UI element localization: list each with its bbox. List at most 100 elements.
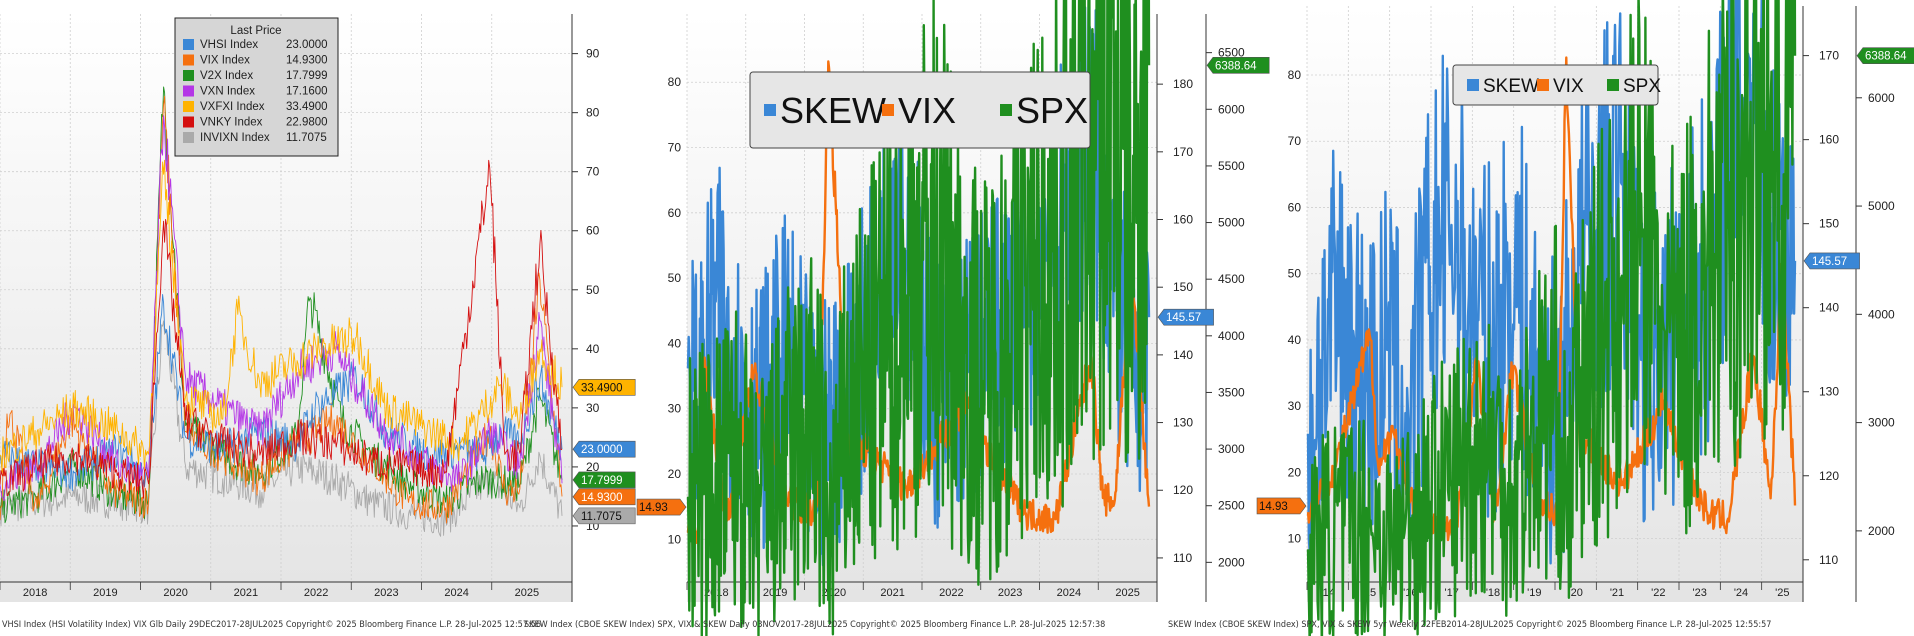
panel-1-legend: Last Price VHSI Index 23.0000 VIX Index 14.9… xyxy=(174,17,339,157)
series-spx xyxy=(1306,0,1797,636)
panel-3-skew-vix-spx: 10 20 30 40 50 60 70 80 110 120 130 140 150 160 170 200… xyxy=(1256,0,1914,636)
mid-y-tick-label: 110 xyxy=(1819,553,1838,567)
last-tag-skew: 145.57 xyxy=(1157,308,1214,326)
panel-1-x-tick-label: 2018 xyxy=(23,587,47,599)
legend-label: INVIXN Index xyxy=(200,132,270,144)
panel-2-x-tick-label: 2022 xyxy=(939,587,963,599)
legend-swatch xyxy=(1607,79,1619,91)
legend-swatch xyxy=(183,101,194,112)
left-y-tick-label: 60 xyxy=(668,206,682,220)
legend-value: 33.4900 xyxy=(286,101,328,113)
legend-label: SPX xyxy=(1623,76,1661,97)
left-y-tick-label: 70 xyxy=(668,141,682,155)
left-y-tick-label: 20 xyxy=(1288,465,1302,479)
panel-2-x-tick-label: 2024 xyxy=(1057,587,1081,599)
left-y-tick-label: 40 xyxy=(1288,333,1302,347)
legend-label: SKEW xyxy=(780,90,886,131)
mid-y-tick-label: 130 xyxy=(1819,385,1839,399)
panel-1-last-tag-vhsi: 23.0000 xyxy=(572,440,636,458)
panel-1-y-tick-label: 90 xyxy=(586,47,600,61)
panel-2-x-tick-label: 2025 xyxy=(1115,587,1139,599)
last-tag-skew-text: 145.57 xyxy=(1812,256,1847,268)
last-tag-skew: 145.57 xyxy=(1803,252,1860,270)
panel-2-x-tick-label: 2023 xyxy=(998,587,1022,599)
footer-panel-1: VHSI Index (HSI Volatility Index) VIX Gl… xyxy=(2,620,541,630)
panel-3-x-tick-label: '23 xyxy=(1692,587,1706,599)
panel-1-y-tick-label: 20 xyxy=(586,460,600,474)
panel-1-series-vxfxi xyxy=(0,159,563,473)
legend-swatch xyxy=(183,70,194,81)
panel-1-last-tag-vhsi-text: 23.0000 xyxy=(581,444,623,456)
legend-label: VXFXI Index xyxy=(200,101,265,113)
legend-swatch xyxy=(764,104,776,116)
left-y-tick-label: 30 xyxy=(1288,399,1302,413)
legend-value: 17.7999 xyxy=(286,70,328,82)
panel-3-x-tick-label: '20 xyxy=(1568,587,1582,599)
panel-1-y-tick-label: 30 xyxy=(586,401,600,415)
panel-3-x-tick-label: '17 xyxy=(1444,587,1458,599)
panel-1-last-tag-invixn-text: 11.7075 xyxy=(581,511,622,523)
legend-label: VXN Index xyxy=(200,86,255,98)
left-y-tick-label: 50 xyxy=(668,271,682,285)
panel-1-x-tick-label: 2019 xyxy=(93,587,117,599)
panel-3-x-tick-label: '18 xyxy=(1486,587,1500,599)
panel-2-legend: SKEW VIX SPX xyxy=(749,71,1091,149)
mid-y-tick-label: 150 xyxy=(1173,280,1193,294)
legend-title: Last Price xyxy=(230,25,281,37)
mid-y-tick-label: 120 xyxy=(1173,483,1193,497)
right-y-tick-label: 2000 xyxy=(1218,555,1245,569)
legend-swatch xyxy=(882,104,894,116)
panel-1-x-tick-label: 2021 xyxy=(234,587,258,599)
last-tag-spx: 6388.64 xyxy=(1206,56,1270,74)
legend-swatch xyxy=(183,132,194,143)
mid-y-tick-label: 150 xyxy=(1819,217,1839,231)
panel-1-y-tick-label: 70 xyxy=(586,165,600,179)
left-y-tick-label: 10 xyxy=(1288,532,1302,546)
panel-1-last-tag-v2x-text: 17.7999 xyxy=(581,475,623,487)
mid-y-tick-label: 170 xyxy=(1819,49,1839,63)
panel-1-x-tick-label: 2020 xyxy=(163,587,187,599)
mid-y-tick-label: 130 xyxy=(1173,416,1193,430)
legend-swatch xyxy=(183,85,194,97)
panel-2-skew-vix-spx: 10 20 30 40 50 60 70 80 110 120 130 140 150 160 170 180… xyxy=(636,0,1270,636)
panel-1-last-tag-vix-text: 14.9300 xyxy=(581,492,623,504)
legend-label: SKEW xyxy=(1483,76,1539,97)
panel-2-x-tick-label: 2021 xyxy=(880,587,904,599)
panel-3-x-tick-label: '22 xyxy=(1651,587,1665,599)
right-y-tick-label: 5500 xyxy=(1218,159,1245,173)
mid-y-tick-label: 140 xyxy=(1819,301,1839,315)
footer-panel-2: SKEW Index (CBOE SKEW Index) SPX, VIX & … xyxy=(524,620,1106,630)
right-y-tick-label: 5000 xyxy=(1868,199,1895,213)
left-y-tick-label: 20 xyxy=(668,467,682,481)
legend-swatch xyxy=(1467,79,1479,91)
last-tag-skew-text: 145.57 xyxy=(1166,312,1201,324)
panel-1-last-tag-vxfxi: 33.4900 xyxy=(572,378,636,396)
mid-y-tick-label: 180 xyxy=(1173,77,1193,91)
legend-label: VIX Index xyxy=(200,55,250,67)
panel-3-x-tick-label: '14 xyxy=(1320,587,1334,599)
right-y-tick-label: 6000 xyxy=(1218,102,1245,116)
footer-panel-3: SKEW Index (CBOE SKEW Index) SPX, VIX & … xyxy=(1168,620,1772,630)
last-tag-vix-text: 14.93 xyxy=(639,502,668,514)
series-spx xyxy=(686,0,1151,636)
mid-y-tick-label: 110 xyxy=(1173,551,1192,565)
left-y-tick-label: 40 xyxy=(668,336,682,350)
mid-y-tick-label: 160 xyxy=(1819,133,1839,147)
legend-box xyxy=(174,17,339,157)
panel-1-y-tick-label: 50 xyxy=(586,283,600,297)
series-vix xyxy=(1306,56,1797,544)
right-y-tick-label: 3000 xyxy=(1868,416,1895,430)
legend-value: 14.9300 xyxy=(286,55,328,67)
left-y-tick-label: 50 xyxy=(1288,267,1302,281)
panel-1-last-tag-v2x: 17.7999 xyxy=(572,471,636,489)
panel-2-x-tick-label: 2018 xyxy=(704,587,728,599)
panel-1-series-vxn xyxy=(0,115,563,502)
right-y-tick-label: 4000 xyxy=(1868,307,1895,321)
last-tag-spx-text: 6388.64 xyxy=(1215,60,1257,72)
panel-3-x-tick-label: '21 xyxy=(1610,587,1624,599)
panel-1-x-tick-label: 2022 xyxy=(304,587,328,599)
left-y-tick-label: 10 xyxy=(668,532,682,546)
legend-value: 23.0000 xyxy=(286,39,328,51)
panel-3-x-tick-label: '19 xyxy=(1527,587,1541,599)
